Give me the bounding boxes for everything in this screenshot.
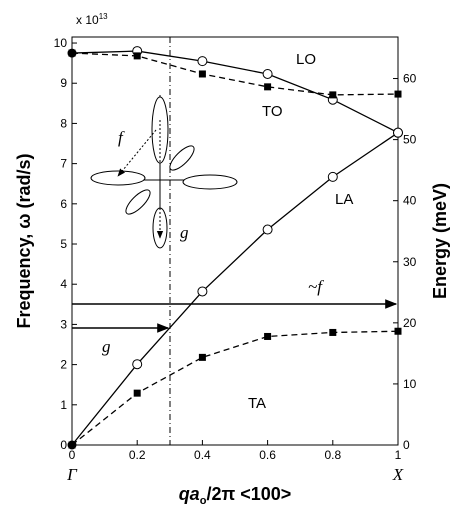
inset-arrow bbox=[117, 129, 157, 177]
y2-tick-label: 40 bbox=[403, 194, 417, 208]
inset-ellipse bbox=[182, 174, 238, 190]
x-axis-title-sub: o bbox=[200, 495, 207, 507]
series-label: LO bbox=[296, 51, 316, 68]
y-axis-title: Frequency, ω (rad/s) bbox=[14, 154, 34, 329]
y-tick-label: 3 bbox=[60, 317, 67, 331]
y-tick-label: 5 bbox=[60, 237, 67, 251]
series-label: LA bbox=[335, 191, 353, 208]
y-tick-label: 7 bbox=[60, 157, 67, 171]
point bbox=[394, 327, 402, 335]
series-line bbox=[71, 52, 399, 96]
x-tick-label: 1 bbox=[395, 448, 402, 462]
x-axis-title-part: qa bbox=[179, 484, 200, 504]
y2-tick-label: 50 bbox=[403, 133, 417, 147]
series-line bbox=[71, 330, 399, 446]
y-tick-label: 2 bbox=[60, 358, 67, 372]
y-multiplier-exponent: 13 bbox=[99, 12, 108, 21]
y2-axis-title: Energy (meV) bbox=[430, 183, 450, 299]
inset-ellipse bbox=[169, 145, 195, 171]
point bbox=[327, 171, 338, 182]
symmetry-label: Γ bbox=[66, 465, 78, 484]
point bbox=[132, 359, 143, 370]
y-tick-label: 8 bbox=[60, 116, 67, 130]
point bbox=[68, 49, 76, 57]
x-tick-label: 0.4 bbox=[194, 448, 211, 462]
point bbox=[264, 83, 272, 91]
point bbox=[262, 224, 273, 235]
inset-ellipse bbox=[125, 189, 151, 215]
x-tick-label: 0 bbox=[69, 448, 76, 462]
y-tick-label: 10 bbox=[54, 36, 68, 50]
y-tick-label: 6 bbox=[60, 197, 67, 211]
point bbox=[198, 353, 206, 361]
inset bbox=[90, 95, 238, 249]
x-axis-title-part: /2π <100> bbox=[206, 484, 291, 504]
y2-tick-label: 30 bbox=[403, 255, 417, 269]
point bbox=[68, 441, 76, 449]
point bbox=[329, 328, 337, 336]
y-multiplier-base: x 10 bbox=[76, 13, 99, 27]
x-tick-label: 0.8 bbox=[324, 448, 341, 462]
point bbox=[329, 91, 337, 99]
point bbox=[262, 68, 273, 79]
plot-frame bbox=[71, 36, 399, 446]
x-tick-label: 0.2 bbox=[129, 448, 146, 462]
y-tick-label: 4 bbox=[60, 277, 67, 291]
point bbox=[197, 56, 208, 67]
point bbox=[393, 127, 403, 138]
y2-tick-label: 20 bbox=[403, 316, 417, 330]
series-line bbox=[71, 50, 399, 134]
annotation: g bbox=[180, 223, 189, 242]
y-multiplier: x 1013 bbox=[76, 12, 108, 27]
point bbox=[133, 389, 141, 397]
annotation: ~f bbox=[308, 277, 324, 296]
point bbox=[133, 52, 141, 60]
y2-tick-label: 60 bbox=[403, 72, 417, 86]
y2-tick-label: 10 bbox=[403, 377, 417, 391]
series-label: TA bbox=[248, 395, 266, 412]
inset-ellipse bbox=[90, 170, 146, 186]
point bbox=[264, 332, 272, 340]
y-tick-label: 1 bbox=[60, 398, 67, 412]
y-tick-label: 0 bbox=[60, 438, 67, 452]
point bbox=[394, 90, 402, 98]
series-label: TO bbox=[262, 103, 283, 120]
symmetry-label: X bbox=[392, 465, 404, 484]
y2-tick-label: 0 bbox=[403, 438, 410, 452]
point bbox=[198, 70, 206, 78]
x-axis-title: qao/2π <100> bbox=[179, 484, 292, 507]
point bbox=[197, 286, 208, 297]
annotation: f bbox=[118, 128, 125, 147]
series-line bbox=[71, 132, 399, 446]
x-tick-label: 0.6 bbox=[259, 448, 276, 462]
annotation: g bbox=[102, 337, 111, 356]
y-tick-label: 9 bbox=[60, 76, 67, 90]
